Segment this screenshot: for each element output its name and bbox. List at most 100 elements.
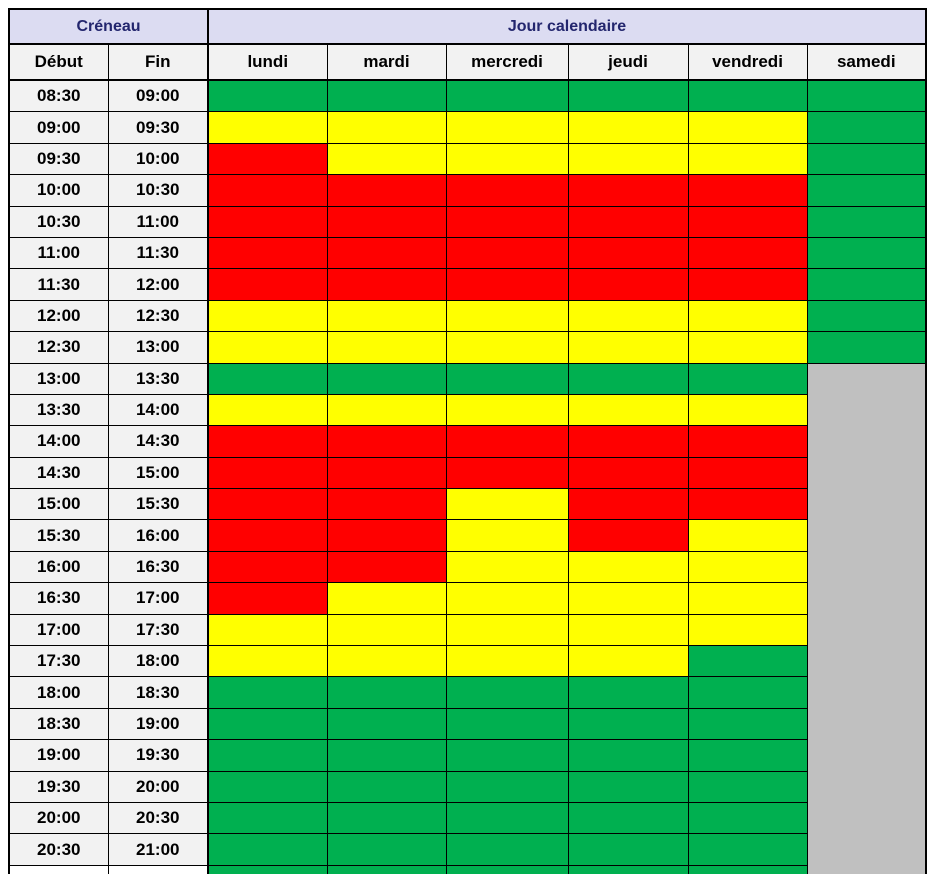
slot-cell-mercredi-16:00[interactable] <box>445 550 569 584</box>
slot-cell-jeudi-11:00[interactable] <box>567 236 689 270</box>
slot-cell-mardi-16:30[interactable] <box>326 582 447 615</box>
slot-cell-samedi-13:00[interactable] <box>806 363 927 395</box>
slot-cell-mardi-19:00[interactable] <box>326 739 447 772</box>
slot-cell-lundi-11:30[interactable] <box>207 268 328 301</box>
slot-cell-mardi-16:00[interactable] <box>326 550 447 584</box>
slot-cell-jeudi-16:00[interactable] <box>567 550 689 584</box>
slot-cell-jeudi-18:30[interactable] <box>567 707 689 741</box>
slot-cell-lundi-20:30[interactable] <box>207 833 328 866</box>
slot-cell-samedi-11:30[interactable] <box>806 268 927 301</box>
slot-cell-mercredi-12:30[interactable] <box>445 331 569 364</box>
slot-cell-mercredi-09:00[interactable] <box>445 111 569 144</box>
slot-cell-mercredi-20:00[interactable] <box>445 801 569 835</box>
slot-cell-vendredi-14:00[interactable] <box>687 425 808 458</box>
slot-cell-vendredi-16:30[interactable] <box>687 582 808 615</box>
slot-cell-mercredi-14:30[interactable] <box>445 456 569 490</box>
slot-cell-vendredi-18:30[interactable] <box>687 707 808 741</box>
slot-cell-jeudi-09:30[interactable] <box>567 142 689 176</box>
slot-cell-vendredi-10:30[interactable] <box>687 205 808 238</box>
slot-cell-vendredi-15:00[interactable] <box>687 488 808 521</box>
slot-cell-samedi-17:30[interactable] <box>806 645 927 677</box>
slot-cell-jeudi-13:00[interactable] <box>567 362 689 395</box>
slot-cell-mercredi-11:00[interactable] <box>445 236 569 270</box>
slot-cell-lundi-19:30[interactable] <box>207 770 328 803</box>
slot-cell-mardi-08:30[interactable] <box>326 79 447 113</box>
slot-cell-mardi-20:30[interactable] <box>326 833 447 866</box>
slot-cell-mercredi-14:00[interactable] <box>445 425 569 458</box>
slot-cell-vendredi-19:00[interactable] <box>687 739 808 772</box>
slot-cell-mercredi-16:30[interactable] <box>445 582 569 615</box>
slot-cell-jeudi-18:00[interactable] <box>567 676 689 709</box>
slot-cell-vendredi-09:00[interactable] <box>687 111 808 144</box>
slot-cell-samedi-18:00[interactable] <box>806 676 927 709</box>
slot-cell-mardi-15:30[interactable] <box>326 519 447 552</box>
slot-cell-mercredi-13:00[interactable] <box>445 362 569 395</box>
slot-cell-vendredi-15:30[interactable] <box>687 519 808 552</box>
slot-cell-lundi-17:00[interactable] <box>207 613 328 647</box>
slot-cell-samedi-12:30[interactable] <box>806 331 927 364</box>
slot-cell-lundi-18:30[interactable] <box>207 707 328 741</box>
slot-cell-mercredi-19:00[interactable] <box>445 739 569 772</box>
slot-cell-vendredi-10:00[interactable] <box>687 174 808 207</box>
slot-cell-mercredi-17:30[interactable] <box>445 645 569 678</box>
slot-cell-lundi-16:30[interactable] <box>207 582 328 615</box>
slot-cell-jeudi-17:00[interactable] <box>567 613 689 647</box>
slot-cell-mercredi-15:00[interactable] <box>445 488 569 521</box>
slot-cell-jeudi-17:30[interactable] <box>567 645 689 678</box>
slot-cell-mercredi-08:30[interactable] <box>445 79 569 113</box>
slot-cell-lundi-11:00[interactable] <box>207 236 328 270</box>
slot-cell-mercredi-10:30[interactable] <box>445 205 569 238</box>
slot-cell-vendredi-17:00[interactable] <box>687 613 808 647</box>
slot-cell-lundi-20:00[interactable] <box>207 801 328 835</box>
slot-cell-jeudi-19:00[interactable] <box>567 739 689 772</box>
slot-cell-lundi-14:00[interactable] <box>207 425 328 458</box>
slot-cell-lundi-13:30[interactable] <box>207 393 328 427</box>
slot-cell-lundi-18:00[interactable] <box>207 676 328 709</box>
slot-cell-vendredi-20:30[interactable] <box>687 833 808 866</box>
slot-cell-jeudi-10:30[interactable] <box>567 205 689 238</box>
slot-cell-jeudi-15:30[interactable] <box>567 519 689 552</box>
slot-cell-mardi-10:00[interactable] <box>326 174 447 207</box>
slot-cell-samedi-14:30[interactable] <box>806 457 927 489</box>
slot-cell-mercredi-09:30[interactable] <box>445 142 569 176</box>
slot-cell-samedi-17:00[interactable] <box>806 614 927 646</box>
slot-cell-jeudi-20:30[interactable] <box>567 833 689 866</box>
slot-cell-jeudi-10:00[interactable] <box>567 174 689 207</box>
slot-cell-jeudi-20:00[interactable] <box>567 801 689 835</box>
slot-cell-samedi-20:00[interactable] <box>806 802 927 834</box>
slot-cell-samedi-16:00[interactable] <box>806 551 927 583</box>
slot-cell-mardi-15:00[interactable] <box>326 488 447 521</box>
slot-cell-vendredi-14:30[interactable] <box>687 456 808 490</box>
slot-cell-samedi-08:30[interactable] <box>806 79 927 113</box>
slot-cell-vendredi-12:00[interactable] <box>687 299 808 333</box>
slot-cell-samedi-20:30[interactable] <box>806 833 927 866</box>
slot-cell-mardi-20:00[interactable] <box>326 801 447 835</box>
slot-cell-samedi-09:00[interactable] <box>806 111 927 144</box>
slot-cell-lundi-10:00[interactable] <box>207 174 328 207</box>
slot-cell-samedi-19:00[interactable] <box>806 739 927 772</box>
slot-cell-mardi-14:30[interactable] <box>326 456 447 490</box>
slot-cell-jeudi-16:30[interactable] <box>567 582 689 615</box>
slot-cell-mercredi-17:00[interactable] <box>445 613 569 647</box>
slot-cell-lundi-12:00[interactable] <box>207 299 328 333</box>
slot-cell-mercredi-19:30[interactable] <box>445 770 569 803</box>
slot-cell-mercredi-12:00[interactable] <box>445 299 569 333</box>
slot-cell-lundi-10:30[interactable] <box>207 205 328 238</box>
slot-cell-vendredi-13:00[interactable] <box>687 362 808 395</box>
slot-cell-jeudi-12:30[interactable] <box>567 331 689 364</box>
slot-cell-lundi-13:00[interactable] <box>207 362 328 395</box>
slot-cell-vendredi-11:00[interactable] <box>687 236 808 270</box>
slot-cell-jeudi-15:00[interactable] <box>567 488 689 521</box>
slot-cell-vendredi-18:00[interactable] <box>687 676 808 709</box>
slot-cell-mardi-18:00[interactable] <box>326 676 447 709</box>
slot-cell-mardi-14:00[interactable] <box>326 425 447 458</box>
slot-cell-samedi-10:00[interactable] <box>806 174 927 207</box>
slot-cell-vendredi-19:30[interactable] <box>687 770 808 803</box>
slot-cell-vendredi-17:30[interactable] <box>687 645 808 678</box>
slot-cell-jeudi-09:00[interactable] <box>567 111 689 144</box>
slot-cell-vendredi-11:30[interactable] <box>687 268 808 301</box>
slot-cell-samedi-19:30[interactable] <box>806 771 927 803</box>
slot-cell-jeudi-11:30[interactable] <box>567 268 689 301</box>
slot-cell-mardi-11:00[interactable] <box>326 236 447 270</box>
slot-cell-jeudi-13:30[interactable] <box>567 393 689 427</box>
